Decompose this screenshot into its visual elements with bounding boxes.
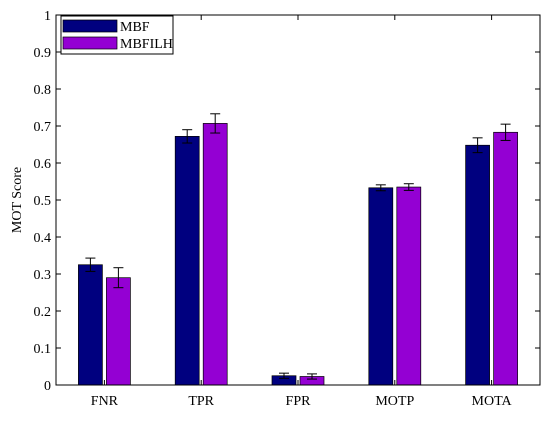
y-tick-label: 0.6 [34,157,52,172]
x-tick-label-motp: MOTP [375,394,414,409]
bar-mbfilh-fnr [106,277,131,386]
error-bar-mbfilh-mota [500,123,511,141]
bar-mbfilh-mota [493,131,518,386]
y-tick-label: 0.9 [34,46,52,61]
error-bar-mbfilh-motp [403,183,414,191]
x-tick-label-fpr: FPR [286,394,312,409]
error-bar-mbf-mota [472,137,483,154]
error-bar-mbf-fnr [85,257,96,272]
error-bar-mbf-motp [375,184,386,192]
bar-mbf-mota [465,144,490,386]
plot-area [56,15,540,385]
legend-label-mbfilh: MBFILH [120,37,173,52]
bar-mbfilh-motp [396,186,422,386]
y-tick-label: 0.5 [34,194,52,209]
legend-swatch-mbfilh [62,36,118,50]
x-tick-label-tpr: TPR [188,394,214,409]
error-bar-mbf-fpr [279,372,289,379]
plot-frame [55,14,541,386]
y-tick-label: 0.1 [34,342,52,357]
y-tick-label: 0 [44,379,51,394]
x-tick-label-fnr: FNR [91,394,119,409]
bar-mbf-motp [368,187,394,386]
y-tick-label: 0.2 [34,305,52,320]
y-axis-ticks: 0 0.1 0.2 0.3 0.4 0.5 0.6 0.7 0.8 0.9 1 [34,9,540,394]
y-tick-label: 0.8 [34,83,52,98]
bar-mbfilh-tpr [202,123,228,386]
error-bar-mbfilh-tpr [210,113,221,134]
error-bar-mbf-tpr [182,129,193,144]
legend-label-mbf: MBF [120,20,150,35]
bars-layer [78,123,518,386]
y-tick-label: 0.3 [34,268,52,283]
error-bar-mbfilh-fnr [113,267,124,289]
legend: MBF MBFILH [60,15,174,55]
legend-swatch-mbf [62,19,118,33]
y-tick-label: 0.7 [34,120,52,135]
y-tick-label: 1 [44,9,51,24]
x-axis-ticks: FNR TPR FPR MOTP MOTA [91,15,513,409]
y-tick-label: 0.4 [34,231,52,246]
bar-mbf-fnr [78,264,103,386]
x-tick-label-mota: MOTA [472,394,513,409]
error-bars-layer [85,113,511,380]
y-axis-label: MOT Score [10,167,25,233]
bar-mbf-tpr [174,136,200,386]
error-bar-mbfilh-fpr [307,373,317,380]
